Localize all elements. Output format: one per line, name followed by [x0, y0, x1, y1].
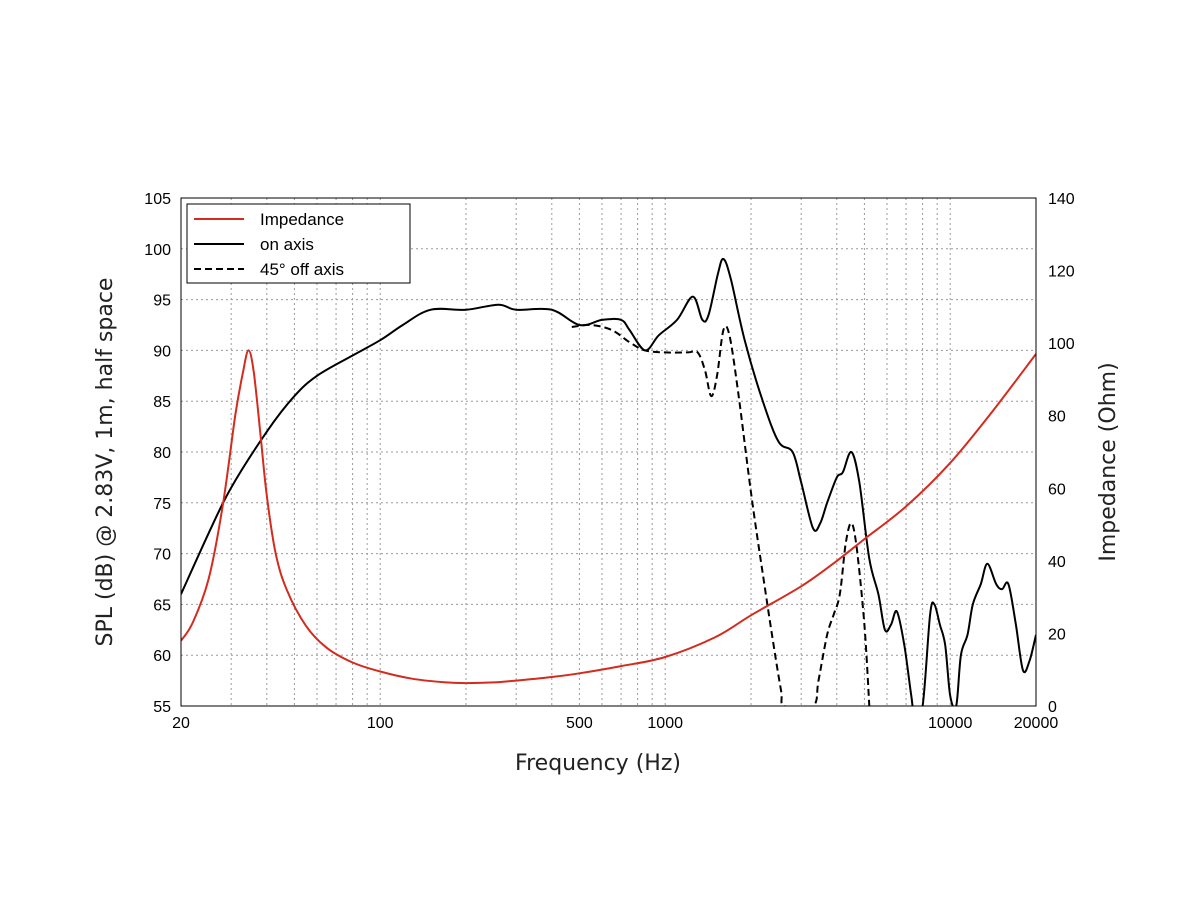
- x-tick-label: 10000: [928, 715, 973, 732]
- y-tick-label-right: 0: [1048, 699, 1057, 716]
- y-axis-right-title: Impedance (Ohm): [1096, 362, 1121, 561]
- y-tick-label-left: 55: [153, 699, 171, 716]
- plot-frame: [180, 197, 1037, 707]
- y-axis-left-ticks: 55 60 65 70 75 80 85 90 95 100 105: [144, 191, 171, 716]
- on-axis-line: [181, 257, 1036, 706]
- y-tick-label-right: 140: [1048, 191, 1075, 208]
- y-tick-label-left: 70: [153, 547, 171, 564]
- y-tick-label-right: 20: [1048, 626, 1066, 643]
- y-tick-label-right: 100: [1048, 336, 1075, 353]
- x-tick-label: 100: [367, 715, 394, 732]
- y-tick-label-left: 65: [153, 597, 171, 614]
- y-tick-label-right: 80: [1048, 409, 1066, 426]
- y-tick-label-left: 60: [153, 648, 171, 665]
- x-tick-label: 20: [172, 715, 190, 732]
- x-tick-label: 1000: [647, 715, 683, 732]
- legend-box: [186, 203, 411, 284]
- y-tick-label-left: 90: [153, 343, 171, 360]
- y-tick-label-left: 75: [153, 496, 171, 513]
- x-tick-label: 500: [566, 715, 593, 732]
- x-tick-label: 20000: [1014, 715, 1059, 732]
- y-tick-label-right: 60: [1048, 481, 1066, 498]
- impedance-line: [181, 349, 1036, 685]
- y-axis-left-title: SPL (dB) @ 2.83V, 1m, half space: [93, 278, 118, 647]
- y-tick-label-left: 95: [153, 293, 171, 310]
- y-tick-label-right: 40: [1048, 554, 1066, 571]
- legend-label-on-axis: on axis: [260, 235, 314, 254]
- legend-label-impedance: Impedance: [260, 210, 344, 229]
- y-tick-label-left: 100: [144, 242, 171, 259]
- x-axis-title: Frequency (Hz): [515, 751, 681, 776]
- y-axis-right-ticks: 0 20 40 60 80 100 120 140: [1048, 191, 1075, 716]
- x-axis-ticks: 20 100 500 1000 10000 20000: [172, 715, 1058, 732]
- y-tick-label-left: 80: [153, 445, 171, 462]
- off-axis-45-line: [571, 323, 871, 706]
- y-tick-label-left: 105: [144, 191, 171, 208]
- series-lines: [181, 257, 1036, 706]
- y-tick-label-right: 120: [1048, 264, 1075, 281]
- y-tick-label-left: 85: [153, 394, 171, 411]
- legend: Impedance on axis 45° off axis: [186, 203, 411, 284]
- legend-label-off-axis: 45° off axis: [260, 260, 344, 279]
